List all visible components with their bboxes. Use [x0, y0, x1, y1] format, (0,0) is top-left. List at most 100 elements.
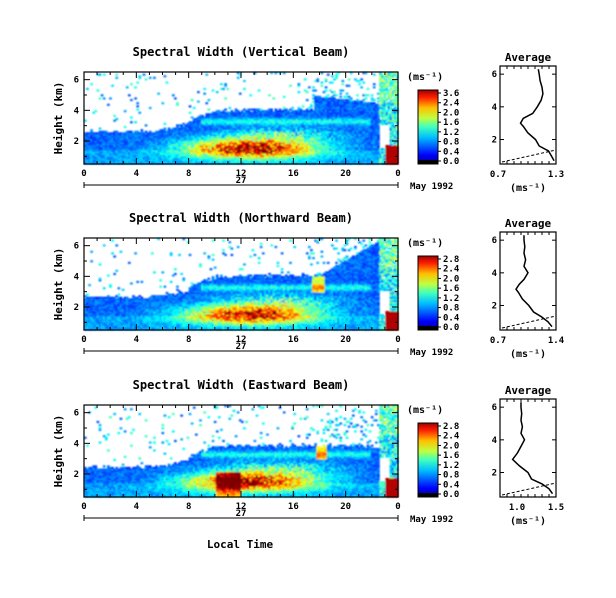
colorbar-tick-label: 0.0: [443, 157, 459, 167]
average-x-title: (ms⁻¹): [510, 183, 546, 194]
x-tick-label: 4: [134, 335, 140, 345]
x-tick-label: 0: [395, 169, 400, 179]
y-tick-label: 4: [74, 106, 80, 116]
y-axis-title: Height (km): [52, 82, 65, 155]
colorbar-tick-label: 1.2: [443, 128, 459, 138]
heatmap-cells: [84, 238, 399, 331]
x-tick-label: 20: [340, 335, 351, 345]
average-frame: [499, 231, 557, 331]
x-tick-label: 0: [81, 169, 86, 179]
x-tick-label: 20: [340, 502, 351, 512]
panel-1: Spectral Width (Vertical Beam)0 4 8 12 16 20 0…: [52, 45, 564, 194]
panel-3: Spectral Width (Eastward Beam)0 4 8 12 16 20 0…: [52, 378, 564, 527]
colorbar-floor: [418, 493, 438, 497]
average-x-tick-label: 1.3: [548, 170, 564, 180]
colorbar-tick-label: 2.4: [443, 99, 460, 109]
colorbar-tick-label: 3.6: [443, 89, 459, 99]
colorbar-tick-label: 1.6: [443, 284, 459, 294]
colorbar-tick-label: 2.0: [443, 108, 459, 118]
average-reference-line: [501, 482, 557, 496]
colorbar-floor: [418, 160, 438, 164]
average-y-tick-label: 6: [492, 236, 497, 246]
average-y-tick-label: 4: [492, 103, 498, 113]
panel-title: Spectral Width (Vertical Beam): [133, 45, 350, 59]
average-x-tick-label: 1.4: [548, 336, 565, 346]
average-reference-line: [501, 315, 557, 329]
x-tick-label: 12: [236, 502, 247, 512]
x-axis-title: Local Time: [207, 538, 274, 551]
y-tick-label: 6: [74, 409, 79, 419]
x-tick-label: 8: [186, 502, 191, 512]
x-tick-label: 12: [236, 335, 247, 345]
colorbar-unit: (ms⁻¹): [407, 238, 443, 249]
colorbar-tick-label: 0.4: [443, 313, 460, 323]
y-tick-label: 2: [74, 137, 79, 147]
average-title: Average: [505, 217, 552, 230]
average-frame: [499, 398, 557, 498]
day-label: 27: [236, 176, 247, 186]
colorbar-tick-label: 0.4: [443, 480, 460, 490]
x-tick-label: 0: [81, 335, 86, 345]
average-y-tick-label: 2: [492, 302, 497, 312]
x-tick-label: 8: [186, 335, 191, 345]
colorbar-tick-label: 1.2: [443, 294, 459, 304]
average-frame: [499, 65, 557, 165]
panel-title: Spectral Width (Northward Beam): [129, 211, 353, 225]
colorbar-tick-label: 2.8: [443, 422, 459, 432]
x-tick-label: 16: [288, 169, 299, 179]
average-y-tick-label: 4: [492, 269, 498, 279]
day-label: 27: [236, 342, 247, 352]
average-y-tick-label: 2: [492, 136, 497, 146]
y-tick-label: 2: [74, 470, 79, 480]
panel-2: Spectral Width (Northward Beam)0 4 8 12 16 20…: [52, 211, 565, 360]
x-tick-label: 20: [340, 169, 351, 179]
colorbar-tick-label: 2.0: [443, 274, 459, 284]
x-tick-label: 8: [186, 169, 191, 179]
colorbar-tick-label: 2.0: [443, 441, 459, 451]
colorbar-tick-label: 0.0: [443, 490, 459, 500]
colorbar-tick-label: 0.8: [443, 304, 459, 314]
panel-title: Spectral Width (Eastward Beam): [133, 378, 350, 392]
x-tick-label: 4: [134, 169, 140, 179]
average-x-title: (ms⁻¹): [510, 516, 546, 527]
colorbar: [417, 255, 439, 331]
colorbar-tick-label: 2.4: [443, 265, 460, 275]
colorbar-tick-label: 0.8: [443, 471, 459, 481]
average-profile-line: [515, 235, 553, 328]
y-tick-label: 2: [74, 303, 79, 313]
month-year-label: May 1992: [410, 515, 453, 525]
colorbar-tick-label: 1.6: [443, 451, 459, 461]
colorbar-tick-label: 1.2: [443, 461, 459, 471]
average-x-tick-label: 0.7: [490, 170, 506, 180]
colorbar-tick-label: 0.0: [443, 323, 459, 333]
colorbar-tick-label: 2.4: [443, 432, 460, 442]
colorbar-tick-label: 0.4: [443, 147, 460, 157]
y-axis-title: Height (km): [52, 415, 65, 488]
x-tick-label: 0: [395, 502, 400, 512]
heatmap-cells: [84, 72, 399, 165]
colorbar: [417, 422, 439, 498]
colorbar-tick-label: 0.8: [443, 138, 459, 148]
x-tick-label: 0: [81, 502, 86, 512]
x-tick-label: 16: [288, 502, 299, 512]
colorbar-unit: (ms⁻¹): [407, 405, 443, 416]
average-title: Average: [505, 51, 552, 64]
month-year-label: May 1992: [410, 182, 453, 192]
average-y-tick-label: 6: [492, 403, 497, 413]
average-y-tick-label: 6: [492, 70, 497, 80]
y-axis-title: Height (km): [52, 248, 65, 321]
average-profile-line: [519, 69, 555, 162]
colorbar: [417, 89, 439, 165]
average-profile-line: [511, 402, 554, 495]
average-title: Average: [505, 384, 552, 397]
average-y-tick-label: 2: [492, 469, 497, 479]
x-tick-label: 12: [236, 169, 247, 179]
y-tick-label: 6: [74, 242, 79, 252]
heatmap-cells: [84, 405, 399, 498]
average-x-title: (ms⁻¹): [510, 349, 546, 360]
average-x-tick-label: 0.7: [490, 336, 506, 346]
average-x-tick-label: 1.0: [509, 503, 525, 513]
y-tick-label: 6: [74, 76, 79, 86]
colorbar-tick-label: 1.6: [443, 118, 459, 128]
x-tick-label: 16: [288, 335, 299, 345]
